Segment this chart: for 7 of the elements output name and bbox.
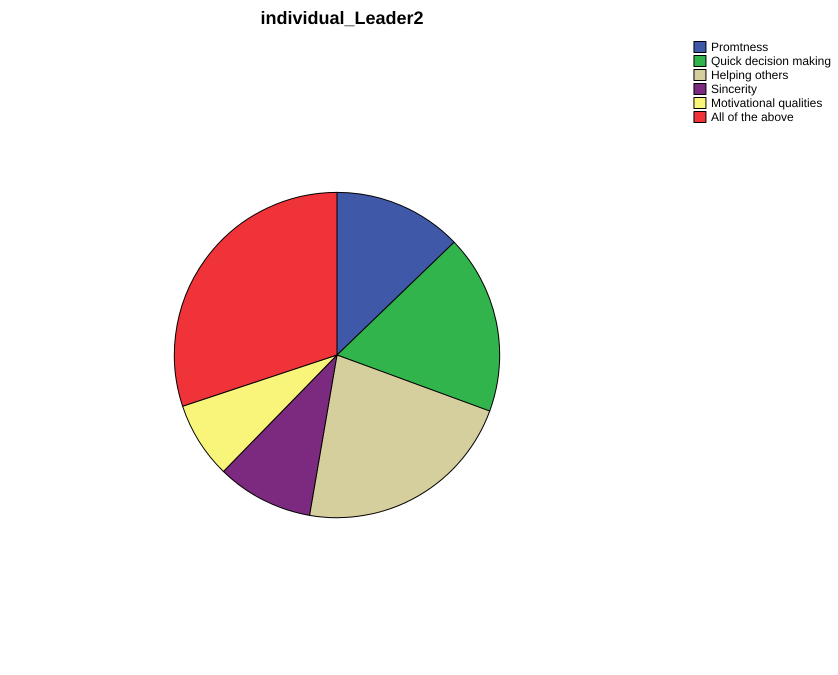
legend-label: Promtness [710, 40, 768, 54]
chart-title: individual_Leader2 [260, 8, 424, 28]
legend-label: Sincerity [710, 82, 757, 96]
legend-label: Motivational qualities [710, 96, 822, 110]
legend-label: Helping others [710, 68, 788, 82]
legend-label: All of the above [710, 110, 794, 124]
legend-label: Quick decision making [710, 54, 832, 68]
